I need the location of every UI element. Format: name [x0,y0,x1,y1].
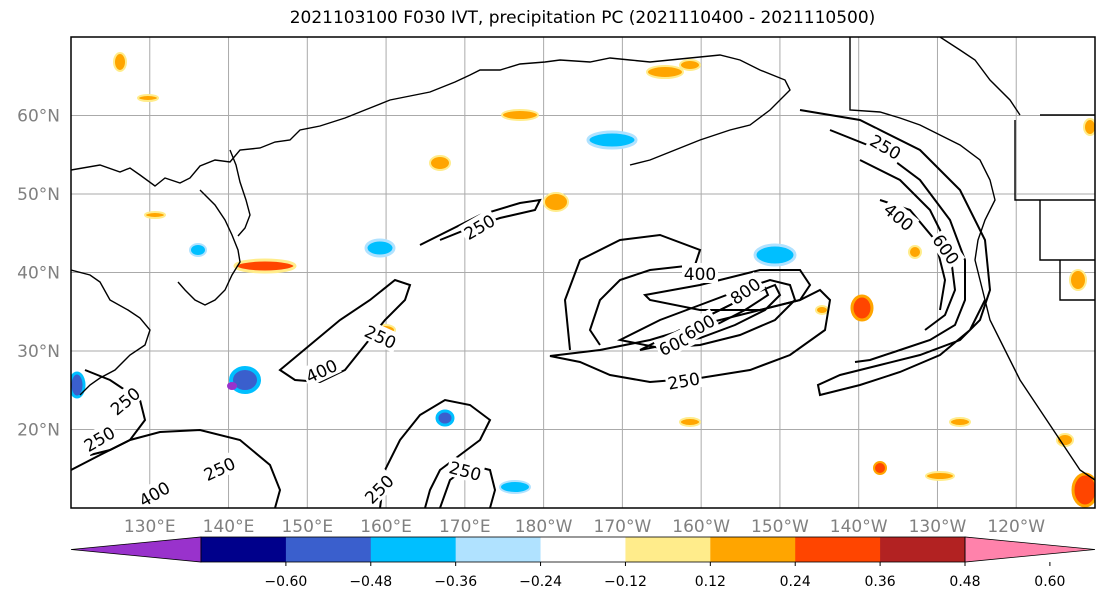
latitude-axis: 20°N 30°N 40°N 50°N 60°N [17,107,60,441]
lon-tick-label: 130°E [124,517,176,537]
colorbar-segment [880,537,966,562]
colorbar-tick-label: 0.12 [695,574,726,590]
lon-tick-label: 180°W [515,517,573,537]
coastlines [71,37,1095,481]
colorbar-tick-label: 0.24 [780,574,811,590]
colorbar-tick-label: −0.48 [349,574,392,590]
colorbar-tick-label: −0.24 [519,574,562,590]
contour-label-bg [360,319,402,353]
contour-label-bg [678,308,720,344]
lon-tick-label: 150°E [281,517,333,537]
contour-label-bg [104,381,145,420]
contour-value-label: 400 [684,265,716,285]
lon-tick-label: 170°E [439,517,491,537]
colorbar-tick-label: 0.60 [1034,574,1065,590]
colorbar-segment [370,537,457,562]
gridlines [71,37,1095,508]
colorbar-segment [455,537,542,562]
lat-tick-label: 30°N [17,342,60,362]
colorbar-frame [200,536,966,563]
contour-label-bg [445,455,486,485]
contour-label-bg [879,197,920,236]
lat-tick-label: 60°N [17,107,60,127]
contour-label-bg [682,263,718,283]
lon-tick-label: 120°W [987,517,1045,537]
colorbar-segment [795,537,881,562]
colorbar: −0.60 −0.48 −0.36 −0.24 −0.12 0.12 0.24 0.36 0.4… [70,536,1096,590]
lon-tick-label: 160°W [672,517,730,537]
colorbar-tick-label: −0.36 [434,574,477,590]
colorbar-segment [625,537,711,562]
lon-tick-label: 150°W [751,517,809,537]
map-frame [70,36,1096,509]
contour-label-bg [78,420,120,456]
colorbar-tick-label: 0.48 [949,574,980,590]
colorbar-extend-low [70,536,202,563]
contour-label-bg [664,367,704,394]
colorbar-segment [285,537,372,562]
colorbar-segment [540,537,626,562]
contour-label-bg [358,468,399,508]
lon-tick-label: 170°W [594,517,652,537]
contour-label-bg [458,208,500,244]
lon-tick-label: 130°W [909,517,967,537]
colorbar-tick-label: 0.36 [865,574,896,590]
colorbar-tick-label: −0.12 [604,574,647,590]
precipitation-pc-shading [71,52,1095,508]
contour-label-bg [724,271,766,309]
contour-label-bg [928,228,966,270]
chart-title: 2021103100 F030 IVT, precipitation PC (2… [289,8,876,28]
longitude-axis: 130°E 140°E 150°E 160°E 170°E 180°W 170°W 160°W… [124,517,1045,537]
contour-label-bg [865,128,907,164]
lat-tick-label: 50°N [17,185,60,205]
contour-label-bg [198,451,240,485]
contour-label-bg [300,353,342,387]
lon-tick-label: 140°W [830,517,888,537]
colorbar-tick-label: −0.60 [264,574,307,590]
colorbar-extend-high [964,536,1096,563]
lon-tick-label: 140°E [203,517,255,537]
lon-tick-label: 160°E [360,517,412,537]
contour-label-bg [133,475,175,508]
lat-tick-label: 20°N [17,421,60,441]
colorbar-segment [710,537,796,562]
lat-tick-label: 40°N [17,264,60,284]
colorbar-segment [201,537,287,562]
